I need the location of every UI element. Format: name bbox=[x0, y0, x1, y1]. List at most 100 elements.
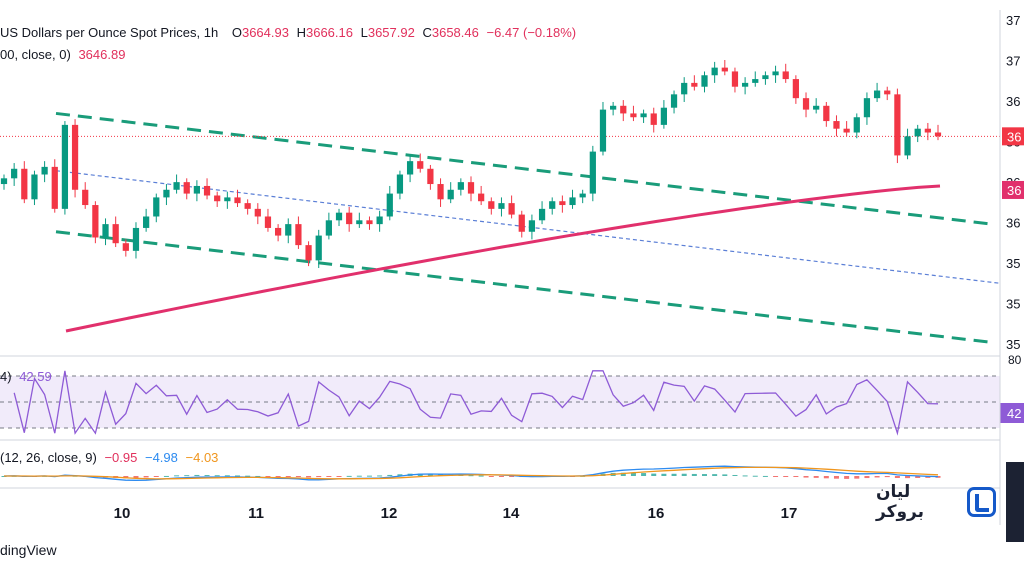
price-axis: 3737363636363535353636 bbox=[0, 10, 1024, 525]
time-tick-label: 14 bbox=[503, 505, 520, 522]
macd-hist-bar bbox=[306, 476, 312, 478]
candle-body bbox=[21, 168, 28, 200]
candle bbox=[528, 214, 536, 240]
candle-body bbox=[305, 245, 312, 261]
candle bbox=[11, 163, 18, 186]
candle bbox=[873, 82, 881, 102]
price-tick-label: 36 bbox=[1006, 216, 1020, 231]
candle-body bbox=[579, 193, 586, 198]
high-value: 3666.16 bbox=[305, 25, 353, 40]
candle bbox=[346, 206, 353, 232]
candle-body bbox=[508, 203, 515, 215]
ma-price-badge-label: 36 bbox=[1007, 183, 1021, 198]
candle bbox=[214, 191, 221, 207]
candle-body bbox=[386, 193, 393, 217]
macd-hist-bar bbox=[275, 476, 281, 477]
candle-body bbox=[203, 185, 211, 196]
candle-body bbox=[924, 128, 931, 133]
candle bbox=[376, 210, 383, 232]
macd-hist-bar bbox=[255, 475, 261, 477]
candle bbox=[437, 178, 444, 207]
candle bbox=[681, 77, 688, 102]
candle bbox=[447, 182, 454, 204]
candle-body bbox=[183, 182, 190, 194]
candle bbox=[406, 155, 414, 183]
macd-hist-bar bbox=[712, 474, 718, 476]
candle-body bbox=[833, 121, 840, 129]
macd-hist-bar bbox=[204, 475, 210, 477]
candle-body bbox=[244, 203, 251, 209]
candle bbox=[264, 208, 272, 232]
candle-body bbox=[802, 98, 810, 110]
macd-hist-bar bbox=[316, 476, 322, 478]
candle-body bbox=[691, 82, 698, 87]
candle bbox=[691, 75, 698, 91]
candle bbox=[315, 229, 322, 269]
macd-hist-bar bbox=[498, 476, 504, 477]
ma-label: 00, close, 0) bbox=[0, 47, 71, 62]
candle-body bbox=[488, 201, 495, 209]
candle bbox=[782, 63, 789, 83]
candle bbox=[396, 170, 404, 200]
candle bbox=[254, 203, 261, 225]
candle-body bbox=[254, 208, 261, 217]
low-value: 3657.92 bbox=[367, 25, 415, 40]
macd-hist-bar bbox=[854, 476, 860, 479]
macd-hist-bar bbox=[326, 476, 332, 477]
candle bbox=[701, 71, 708, 93]
candle-body bbox=[914, 128, 921, 137]
candle-body bbox=[346, 212, 353, 225]
candle bbox=[467, 176, 475, 202]
candle bbox=[335, 208, 343, 227]
candle-body bbox=[589, 151, 596, 194]
candle bbox=[853, 113, 860, 139]
high-label: H bbox=[296, 25, 306, 40]
candle bbox=[61, 121, 69, 215]
candle-body bbox=[366, 220, 373, 225]
candle-body bbox=[894, 94, 901, 156]
macd-hist-bar bbox=[397, 474, 403, 476]
candle bbox=[589, 145, 596, 202]
candle bbox=[478, 185, 485, 206]
candle bbox=[894, 88, 901, 164]
time-tick-label: 17 bbox=[781, 505, 798, 522]
candle bbox=[132, 222, 140, 259]
candle bbox=[620, 100, 627, 122]
candle-body bbox=[823, 105, 830, 122]
tradingview-credit: dingView bbox=[0, 542, 57, 558]
candle bbox=[610, 101, 617, 116]
macd-hist-bar bbox=[336, 476, 342, 477]
candle-body bbox=[904, 136, 911, 156]
candle-body bbox=[92, 205, 99, 238]
macd-hist-bar bbox=[833, 476, 839, 479]
candle-body bbox=[660, 107, 668, 125]
candle-body bbox=[843, 128, 850, 133]
macd-hist-bar bbox=[702, 474, 707, 476]
macd-hist-bar bbox=[752, 475, 758, 477]
candle bbox=[813, 98, 820, 114]
candle-body bbox=[11, 168, 18, 179]
candle bbox=[660, 100, 668, 129]
macd-hist-bar bbox=[783, 476, 789, 477]
candle bbox=[0, 174, 8, 190]
candle-body bbox=[853, 117, 860, 133]
candle bbox=[143, 208, 150, 232]
macd-legend: (12, 26, close, 9) −0.95 −4.98 −4.03 bbox=[0, 450, 222, 465]
macd-panel bbox=[1, 465, 941, 481]
price-legend: US Dollars per Ounce Spot Prices, 1h O36… bbox=[0, 25, 580, 40]
macd-hist-bar bbox=[478, 475, 484, 477]
candle bbox=[457, 178, 464, 196]
candle-body bbox=[681, 82, 688, 95]
candle bbox=[163, 184, 170, 206]
macd-hist-bar bbox=[813, 476, 819, 478]
candle-body bbox=[741, 82, 749, 87]
macd-hist-bar bbox=[427, 473, 433, 476]
candle bbox=[640, 109, 647, 123]
candle-body bbox=[406, 161, 414, 175]
candle bbox=[234, 189, 241, 207]
price-tick-label: 35 bbox=[1006, 337, 1020, 352]
candle-body bbox=[437, 184, 444, 200]
side-strip bbox=[1006, 462, 1024, 542]
macd-hist-bar bbox=[468, 475, 474, 477]
